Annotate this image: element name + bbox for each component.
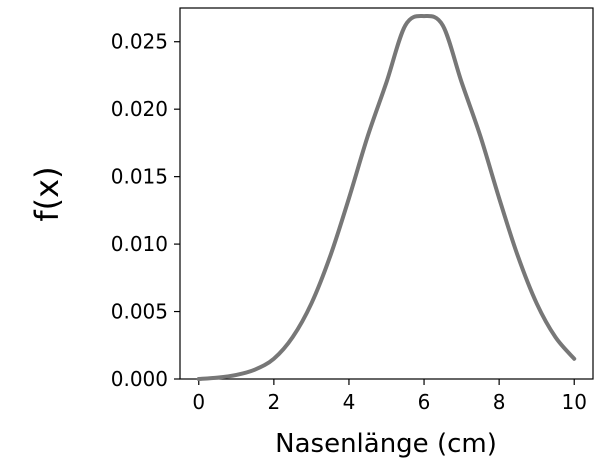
x-tick-label: 2 — [267, 390, 280, 414]
y-axis: 0.000 0.005 0.010 0.015 0.020 0.025 — [111, 30, 180, 391]
x-tick-label: 4 — [343, 390, 356, 414]
y-tick-label: 0.000 — [111, 367, 168, 391]
y-tick-label: 0.005 — [111, 300, 168, 324]
y-tick-label: 0.025 — [111, 30, 168, 54]
y-tick-label: 0.020 — [111, 97, 168, 121]
x-tick-label: 10 — [562, 390, 587, 414]
x-tick-label: 6 — [418, 390, 431, 414]
y-tick-label: 0.010 — [111, 232, 168, 256]
x-axis: 0 2 4 6 8 10 — [192, 379, 587, 414]
plot-area — [179, 7, 594, 380]
series-layer — [196, 14, 577, 381]
density-curve — [196, 14, 577, 381]
x-tick-label: 8 — [493, 390, 506, 414]
x-tick-label: 0 — [192, 390, 205, 414]
y-axis-label: f(x) — [28, 166, 66, 221]
x-axis-label: Nasenlänge (cm) — [275, 429, 497, 459]
y-tick-label: 0.015 — [111, 165, 168, 189]
